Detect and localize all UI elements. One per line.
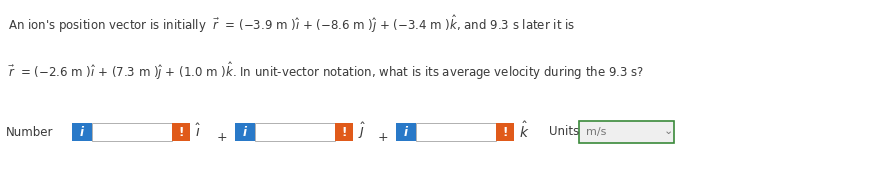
Text: Number: Number	[6, 126, 54, 139]
FancyBboxPatch shape	[172, 123, 190, 141]
Text: !: !	[178, 126, 184, 139]
Text: +: +	[217, 131, 227, 144]
FancyBboxPatch shape	[495, 123, 514, 141]
FancyBboxPatch shape	[335, 123, 353, 141]
Text: i: i	[242, 126, 247, 139]
Text: $\hat{\jmath}$: $\hat{\jmath}$	[357, 121, 365, 141]
FancyBboxPatch shape	[92, 123, 172, 141]
Text: m/s: m/s	[586, 127, 606, 137]
FancyBboxPatch shape	[234, 123, 255, 141]
Text: !: !	[501, 126, 507, 139]
Text: $\hat{\imath}$: $\hat{\imath}$	[195, 123, 201, 140]
FancyBboxPatch shape	[415, 123, 495, 141]
Text: $\vec{r}$  = $($−2.6 m $)\hat{\imath}$ + $($7.3 m $)\hat{\jmath}$ + $($1.0 m $)\: $\vec{r}$ = $($−2.6 m $)\hat{\imath}$ + …	[8, 60, 644, 82]
Text: ⌄: ⌄	[663, 126, 673, 136]
Text: i: i	[404, 126, 407, 139]
Text: !: !	[341, 126, 346, 139]
Text: Units: Units	[549, 125, 579, 138]
FancyBboxPatch shape	[72, 123, 92, 141]
Text: An ion's position vector is initially  $\vec{r}$  = $($−3.9 m $)\hat{\imath}$ + : An ion's position vector is initially $\…	[8, 13, 574, 35]
FancyBboxPatch shape	[255, 123, 335, 141]
FancyBboxPatch shape	[579, 121, 673, 143]
Text: i: i	[80, 126, 84, 139]
FancyBboxPatch shape	[396, 123, 415, 141]
Text: $\hat{k}$: $\hat{k}$	[518, 121, 529, 141]
Text: +: +	[378, 131, 388, 144]
